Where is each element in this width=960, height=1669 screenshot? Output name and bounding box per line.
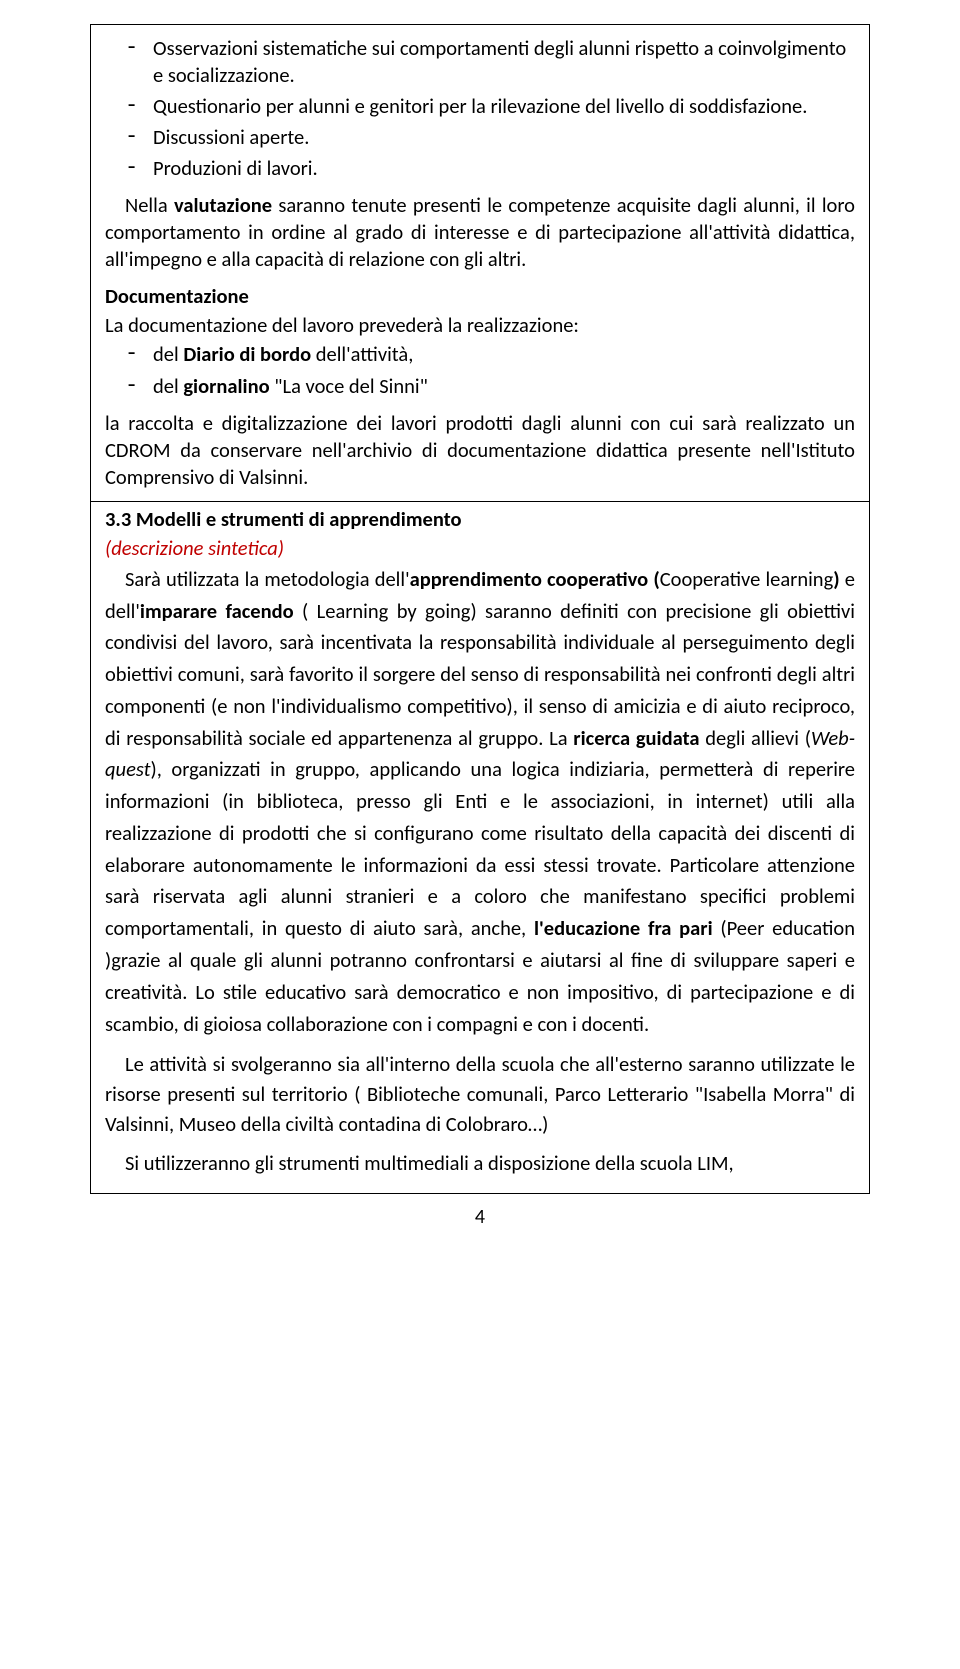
- text: Cooperative learning: [660, 566, 834, 592]
- list-item: del giornalino "La voce del Sinni": [153, 373, 855, 400]
- bold-text: giornalino: [183, 373, 269, 399]
- list-item: Produzioni di lavori.: [153, 155, 855, 182]
- bold-text: l'educazione fra pari: [534, 915, 713, 941]
- section-divider: [91, 501, 869, 502]
- top-bullet-list: Osservazioni sistematiche sui comportame…: [105, 35, 855, 182]
- bold-text: Documentazione: [105, 283, 249, 309]
- page: Osservazioni sistematiche sui comportame…: [0, 0, 960, 1251]
- bold-text: imparare facendo: [140, 598, 302, 624]
- documentazione-tail: la raccolta e digitalizzazione dei lavor…: [105, 410, 855, 491]
- bold-text: 3.3 Modelli e strumenti di apprendimento: [105, 506, 462, 532]
- page-number: 4: [90, 1204, 870, 1230]
- text: dell'attività,: [311, 341, 413, 367]
- bold-text: valutazione: [174, 192, 272, 218]
- text: Nella: [125, 192, 174, 218]
- valutazione-paragraph: Nella valutazione saranno tenute present…: [105, 192, 855, 273]
- section-3-3-body-3: Si utilizzeranno gli strumenti multimedi…: [105, 1149, 855, 1179]
- text: Sarà utilizzata la metodologia dell': [125, 566, 410, 592]
- text: degli allievi (: [700, 725, 811, 751]
- list-item: Discussioni aperte.: [153, 124, 855, 151]
- list-item: Questionario per alunni e genitori per l…: [153, 93, 855, 120]
- section-3-3-heading: 3.3 Modelli e strumenti di apprendimento: [105, 506, 855, 533]
- section-3-3-sub: (descrizione sintetica): [105, 535, 855, 562]
- text: "La voce del Sinni": [270, 373, 428, 399]
- text: del: [153, 341, 183, 367]
- documentazione-heading: Documentazione: [105, 283, 855, 310]
- text: del: [153, 373, 183, 399]
- content-cell: Osservazioni sistematiche sui comportame…: [90, 24, 870, 1194]
- bold-text: Diario di bordo: [183, 341, 311, 367]
- italic-red-text: (descrizione sintetica): [105, 535, 284, 561]
- list-item: del Diario di bordo dell'attività,: [153, 341, 855, 368]
- text: ), organizzati in gruppo, applicando una…: [105, 756, 855, 941]
- documentazione-intro: La documentazione del lavoro prevederà l…: [105, 312, 855, 339]
- bold-text: apprendimento cooperativo (: [410, 566, 660, 592]
- section-3-3-body-1: Sarà utilizzata la metodologia dell'appr…: [105, 564, 855, 1040]
- documentazione-list: del Diario di bordo dell'attività, del g…: [105, 341, 855, 399]
- section-3-3-body-2: Le attività si svolgeranno sia all'inter…: [105, 1050, 855, 1139]
- list-item: Osservazioni sistematiche sui comportame…: [153, 35, 855, 89]
- bold-text: ricerca guidata: [573, 725, 699, 751]
